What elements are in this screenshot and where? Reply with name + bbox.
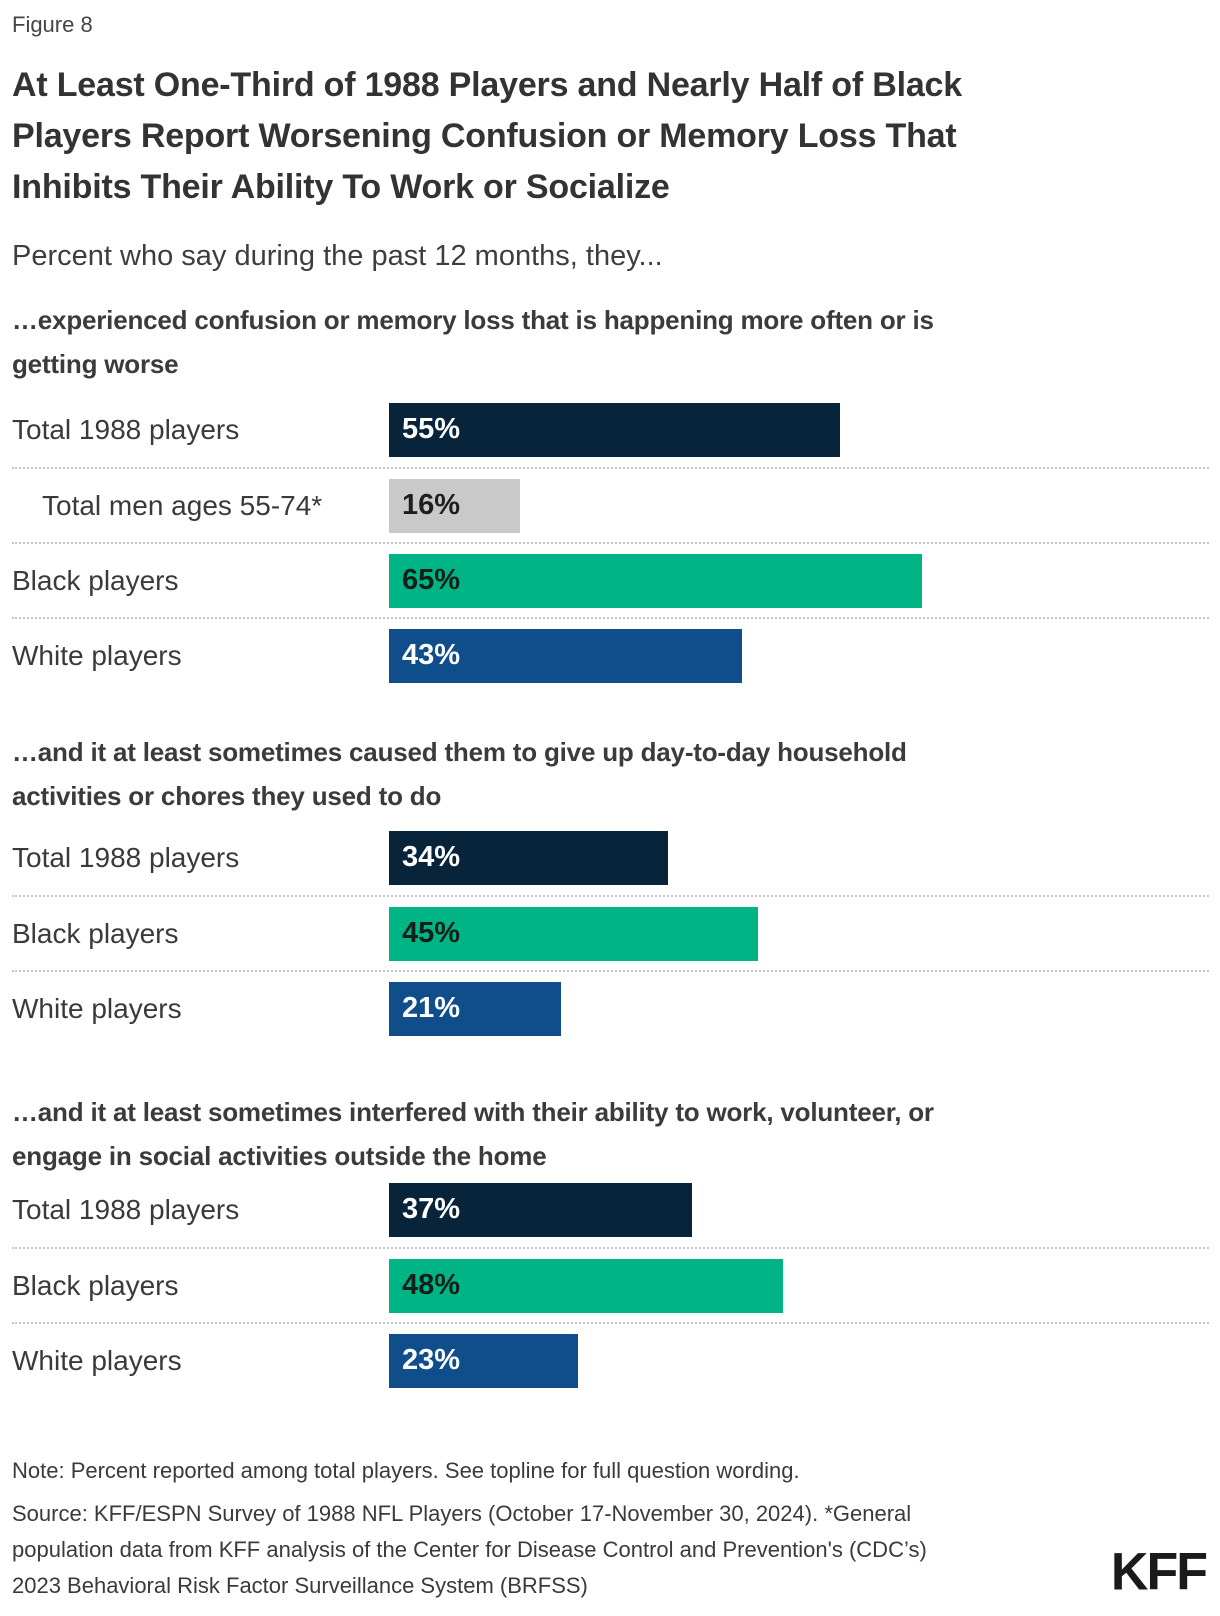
- source-line: Source: KFF/ESPN Survey of 1988 NFL Play…: [12, 1501, 912, 1526]
- bar-track: 37%: [389, 1182, 1209, 1237]
- section-heading-line: …and it at least sometimes caused them t…: [12, 737, 907, 767]
- bar: 45%: [389, 906, 758, 961]
- row-label: Black players: [12, 1269, 179, 1301]
- chart-title-line: Inhibits Their Ability To Work or Social…: [12, 168, 670, 206]
- bar-track: 23%: [389, 1333, 1209, 1388]
- row-label: Total 1988 players: [12, 1193, 240, 1225]
- bar-value-label: 16%: [402, 489, 461, 521]
- row-label: White players: [12, 1344, 182, 1376]
- table-row: Total 1988 players 34%: [12, 820, 1209, 895]
- bar-value-label: 45%: [402, 917, 461, 949]
- section-heading-line: getting worse: [12, 349, 179, 379]
- bar: 16%: [389, 478, 521, 533]
- bar-value-label: 43%: [402, 639, 461, 671]
- source-text: Source: KFF/ESPN Survey of 1988 NFL Play…: [12, 1496, 1087, 1604]
- bar: 65%: [389, 553, 922, 608]
- source-line: population data from KFF analysis of the…: [12, 1537, 927, 1562]
- bar: 48%: [389, 1258, 783, 1313]
- bar-track: 21%: [389, 981, 1209, 1036]
- chart-title-line: Players Report Worsening Confusion or Me…: [12, 117, 957, 155]
- bar-track: 65%: [389, 553, 1209, 608]
- bar-track: 48%: [389, 1258, 1209, 1313]
- bar-track: 45%: [389, 906, 1209, 961]
- section-heading-confusion: …experienced confusion or memory loss th…: [12, 298, 1202, 386]
- table-row: White players 43%: [12, 617, 1209, 692]
- row-label: Total men ages 55-74*: [42, 489, 323, 521]
- bar-value-label: 34%: [402, 841, 461, 873]
- bar: 37%: [389, 1182, 693, 1237]
- bar-track: 55%: [389, 402, 1209, 457]
- bar: 55%: [389, 402, 840, 457]
- bar-track: 16%: [389, 478, 1209, 533]
- row-label: Total 1988 players: [12, 841, 240, 873]
- footnote: Note: Percent reported among total playe…: [12, 1458, 800, 1483]
- chart-title-line: At Least One-Third of 1988 Players and N…: [12, 66, 962, 104]
- bar: 34%: [389, 830, 668, 885]
- row-label: Black players: [12, 564, 179, 596]
- kff-logo: KFF: [1110, 1542, 1208, 1602]
- row-label: White players: [12, 639, 182, 671]
- section-heading-work-social: …and it at least sometimes interfered wi…: [12, 1090, 1202, 1178]
- chart-subtitle: Percent who say during the past 12 month…: [12, 240, 663, 272]
- bar-value-label: 21%: [402, 992, 461, 1024]
- bar-value-label: 48%: [402, 1269, 461, 1301]
- bar-value-label: 37%: [402, 1193, 461, 1225]
- bar-track: 43%: [389, 628, 1209, 683]
- bar-value-label: 23%: [402, 1344, 461, 1376]
- bar: 43%: [389, 628, 742, 683]
- table-row: Black players 48%: [12, 1247, 1209, 1322]
- table-row: White players 23%: [12, 1322, 1209, 1397]
- section-heading-line: activities or chores they used to do: [12, 781, 442, 811]
- table-row: Total men ages 55-74* 16%: [12, 467, 1209, 542]
- section-heading-line: engage in social activities outside the …: [12, 1141, 547, 1171]
- table-row: White players 21%: [12, 970, 1209, 1045]
- row-label: White players: [12, 992, 182, 1024]
- bar-value-label: 55%: [402, 413, 461, 445]
- section-rows-confusion: Total 1988 players 55% Total men ages 55…: [12, 392, 1209, 692]
- table-row: Total 1988 players 55%: [12, 392, 1209, 467]
- figure-label: Figure 8: [12, 12, 93, 37]
- section-rows-household: Total 1988 players 34% Black players 45%…: [12, 820, 1209, 1045]
- chart-title: At Least One-Third of 1988 Players and N…: [12, 60, 1192, 213]
- bar-value-label: 65%: [402, 564, 461, 596]
- section-heading-line: …experienced confusion or memory loss th…: [12, 305, 934, 335]
- table-row: Black players 65%: [12, 542, 1209, 617]
- row-label: Black players: [12, 917, 179, 949]
- table-row: Total 1988 players 37%: [12, 1172, 1209, 1247]
- section-heading-line: …and it at least sometimes interfered wi…: [12, 1097, 934, 1127]
- bar-track: 34%: [389, 830, 1209, 885]
- source-line: 2023 Behavioral Risk Factor Surveillance…: [12, 1573, 588, 1598]
- section-heading-household: …and it at least sometimes caused them t…: [12, 730, 1202, 818]
- table-row: Black players 45%: [12, 895, 1209, 970]
- bar: 23%: [389, 1333, 578, 1388]
- row-label: Total 1988 players: [12, 413, 240, 445]
- bar: 21%: [389, 981, 562, 1036]
- section-rows-work-social: Total 1988 players 37% Black players 48%…: [12, 1172, 1209, 1397]
